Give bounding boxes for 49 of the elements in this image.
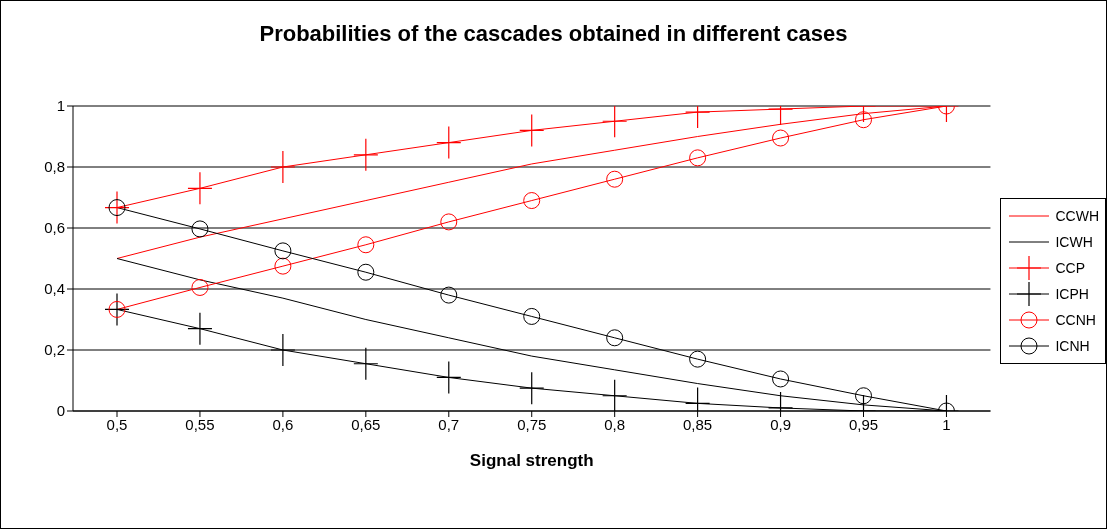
point: [357, 236, 375, 254]
x-tick-label: 0,9: [770, 415, 791, 433]
point: [523, 192, 541, 210]
point: [105, 293, 129, 326]
x-axis-title: Signal strength: [469, 451, 594, 470]
x-tick-label: 0,5: [106, 415, 128, 433]
point: [440, 286, 458, 304]
y-tick-label: 0: [56, 402, 65, 420]
point: [191, 278, 209, 296]
x-tick-label: 0,65: [351, 415, 381, 433]
legend-label: ICWH: [1055, 234, 1093, 250]
point: [606, 329, 624, 347]
y-tick-label: 0,2: [44, 341, 65, 359]
y-tick-label: 0,4: [44, 280, 65, 298]
legend-label: CCNH: [1055, 312, 1096, 328]
point: [440, 213, 458, 231]
point: [274, 257, 292, 275]
point: [606, 170, 624, 188]
point: [270, 334, 295, 366]
x-tick-label: 0,55: [185, 415, 215, 433]
point: [105, 191, 129, 224]
chart-title: Probabilities of the cascades obtained in different cases: [258, 21, 849, 47]
legend-label: ICPH: [1055, 286, 1089, 302]
point: [689, 350, 707, 368]
x-tick-label: 0,85: [683, 415, 713, 433]
point: [270, 151, 295, 183]
y-tick-label: 0,8: [44, 158, 65, 176]
x-tick-label: 0,75: [517, 415, 547, 433]
point: [357, 263, 375, 281]
point: [689, 149, 707, 167]
point: [187, 312, 212, 345]
point: [274, 242, 292, 260]
y-tick-label: 0,6: [44, 219, 65, 237]
point: [772, 129, 790, 147]
y-tick-label: 1: [56, 97, 65, 115]
x-tick-label: 0,7: [438, 415, 460, 433]
x-tick-label: 0,8: [604, 415, 626, 433]
legend-label: CCP: [1055, 260, 1086, 276]
point: [855, 111, 873, 129]
x-tick-label: 0,95: [848, 415, 879, 433]
point: [523, 307, 541, 325]
legend-label: ICNH: [1055, 338, 1090, 354]
point: [772, 370, 790, 388]
point: [855, 387, 873, 405]
point: [191, 220, 209, 238]
point: [187, 172, 212, 205]
x-tick-label: 0,6: [272, 415, 294, 433]
x-tick-label: 1: [942, 415, 951, 433]
legend-label: CCWH: [1055, 208, 1099, 224]
